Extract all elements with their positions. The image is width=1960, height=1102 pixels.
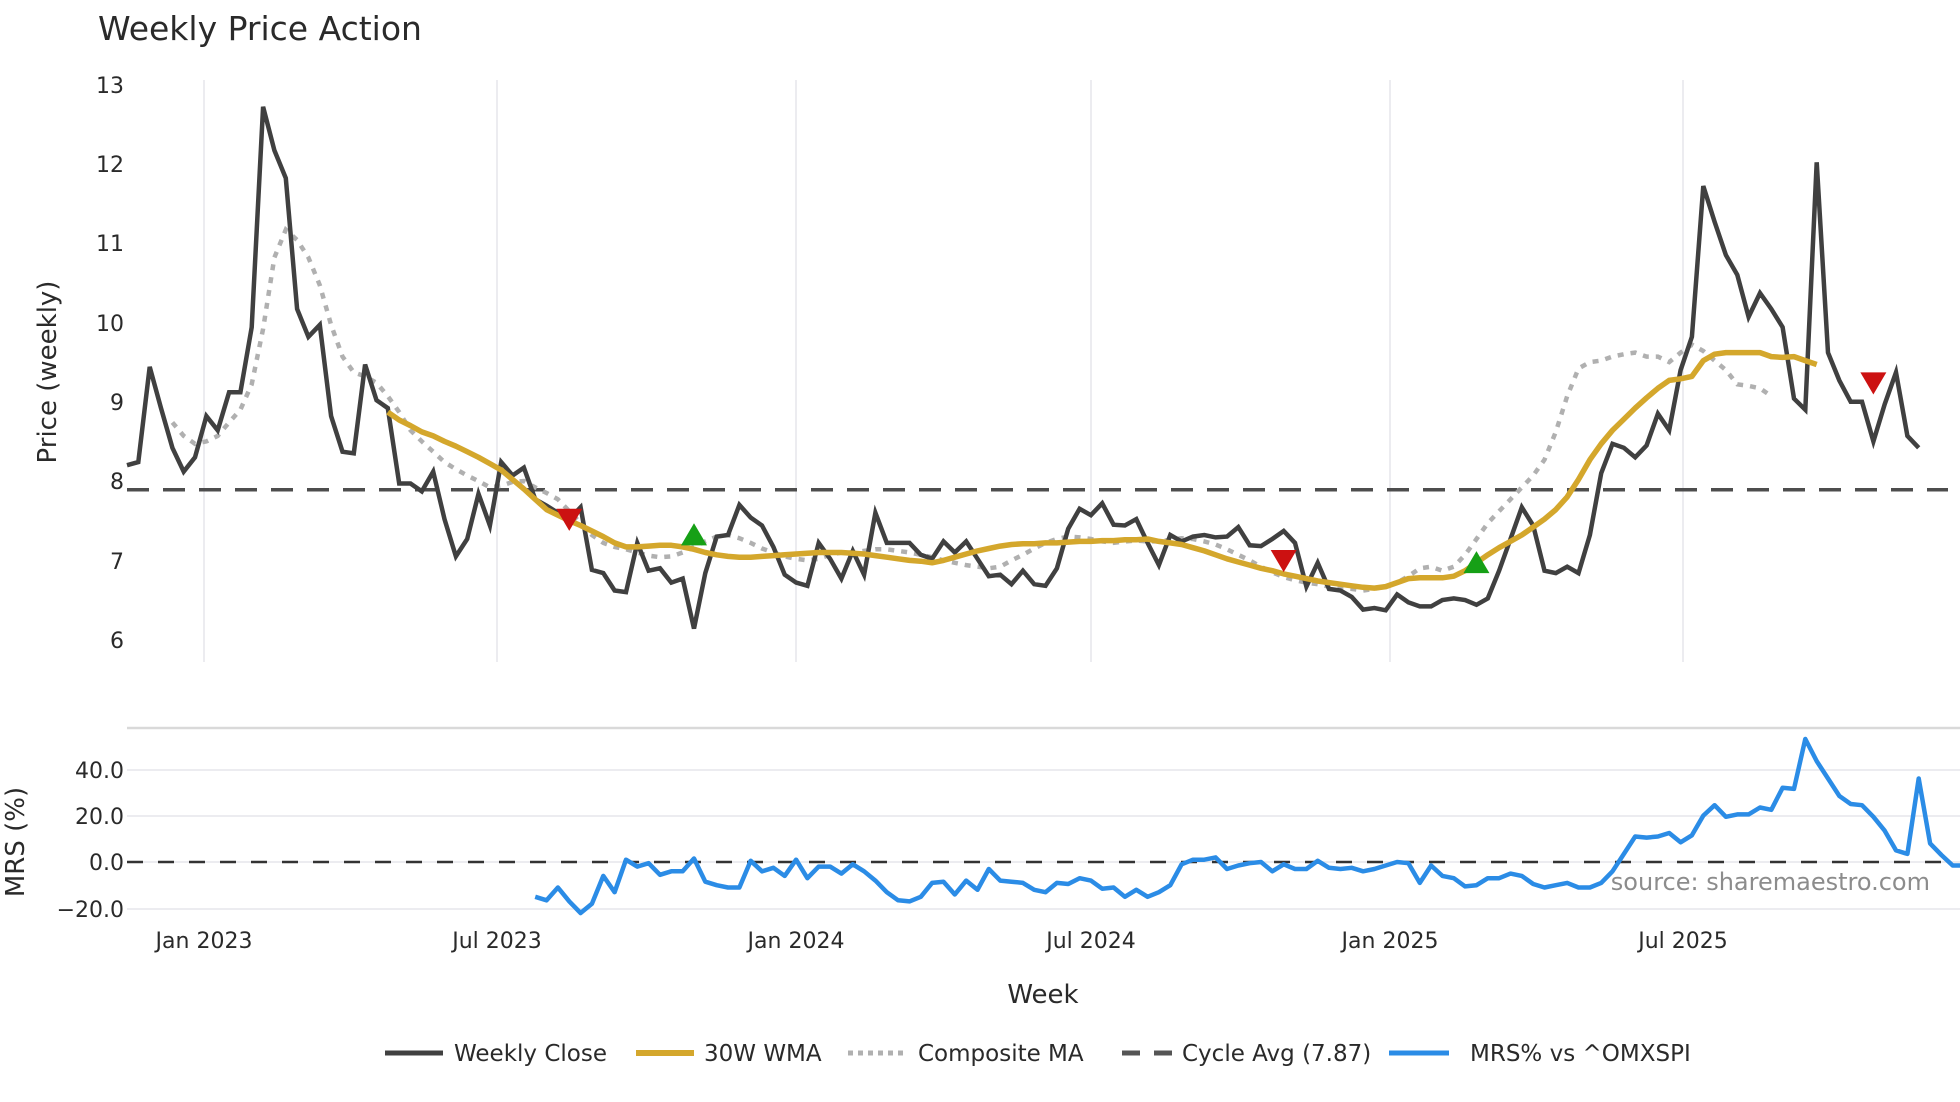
mrs-y-axis: 40.0 20.0 0.0 −20.0: [57, 759, 124, 923]
sell-signal-down-triangle-icon: [556, 508, 583, 531]
x-tick-jul-2024: Jul 2024: [1044, 929, 1136, 954]
sell-signal-down-triangle-icon: [1860, 372, 1887, 395]
mrs-tick-minus-20: −20.0: [57, 898, 124, 923]
x-tick-jul-2023: Jul 2023: [450, 929, 542, 954]
buy-signal-up-triangle-icon: [681, 523, 707, 546]
wma-30w-line: [386, 349, 1818, 591]
legend-label: MRS% vs ^OMXSPI: [1470, 1041, 1691, 1067]
chart-title: Weekly Price Action: [98, 9, 422, 48]
price-vertical-gridlines: [203, 80, 1684, 662]
x-axis: Jan 2023 Jul 2023 Jan 2024 Jul 2024 Jan …: [154, 929, 1728, 954]
mrs-tick-0: 0.0: [89, 851, 124, 876]
legend-label: 30W WMA: [704, 1041, 822, 1067]
legend-label: Weekly Close: [454, 1041, 607, 1067]
source-watermark: source: sharemaestro.com: [1611, 868, 1930, 896]
x-tick-jul-2025: Jul 2025: [1636, 929, 1728, 954]
price-tick-8: 8: [110, 470, 124, 495]
price-y-axis-label: Price (weekly): [33, 281, 63, 464]
legend-item-composite-ma[interactable]: Composite MA: [848, 1041, 1084, 1067]
x-tick-jan-2025: Jan 2025: [1340, 929, 1439, 954]
mrs-y-axis-label: MRS (%): [1, 787, 31, 897]
weekly-close-line: [126, 106, 1921, 630]
price-tick-12: 12: [96, 153, 124, 178]
legend-label: Composite MA: [918, 1041, 1084, 1067]
price-tick-9: 9: [110, 391, 124, 416]
legend-item-cycle-avg[interactable]: Cycle Avg (7.87): [1122, 1041, 1371, 1067]
x-tick-jan-2024: Jan 2024: [746, 929, 845, 954]
price-tick-11: 11: [96, 232, 124, 257]
buy-signal-up-triangle-icon: [1463, 551, 1490, 574]
mrs-tick-20: 20.0: [75, 805, 124, 830]
legend-label: Cycle Avg (7.87): [1182, 1041, 1371, 1067]
mrs-line: [534, 736, 1960, 916]
x-axis-label: Week: [1007, 980, 1078, 1010]
composite-ma-line: [170, 225, 1773, 593]
mrs-tick-40: 40.0: [75, 759, 124, 784]
signal-markers: [556, 372, 1887, 574]
price-tick-7: 7: [110, 550, 124, 575]
x-tick-jan-2023: Jan 2023: [154, 929, 253, 954]
sell-signal-down-triangle-icon: [1270, 549, 1297, 573]
price-tick-13: 13: [96, 74, 124, 99]
legend-item-30w-wma[interactable]: 30W WMA: [636, 1041, 822, 1067]
legend-item-mrs[interactable]: MRS% vs ^OMXSPI: [1389, 1041, 1691, 1067]
price-y-axis: 13 12 11 10 9 8 7 6: [96, 74, 124, 654]
price-tick-10: 10: [96, 312, 124, 337]
legend-item-weekly-close[interactable]: Weekly Close: [385, 1041, 607, 1067]
price-tick-6: 6: [110, 629, 124, 654]
legend: Weekly Close 30W WMA Composite MA Cycle …: [385, 1041, 1691, 1067]
